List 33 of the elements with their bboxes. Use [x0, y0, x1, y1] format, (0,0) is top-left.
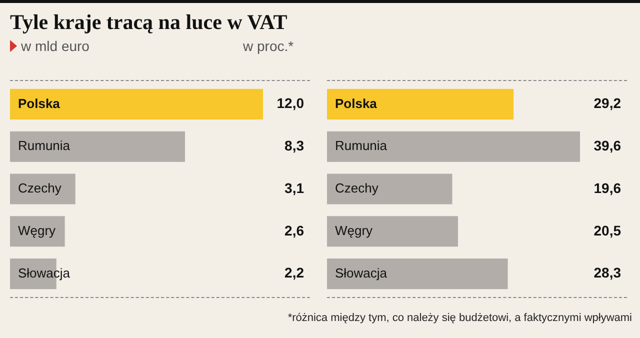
bar [327, 131, 580, 162]
data-label: 29,2 [594, 95, 622, 112]
bar [10, 216, 65, 247]
data-label: 39,6 [594, 137, 622, 154]
y-tick-label: Rumunia [18, 138, 71, 154]
chart-subtitle: w mld euro [21, 38, 90, 54]
text: *różnica między tym, co należy się budżetowi, a faktycznymi wpływami [288, 312, 632, 324]
y-tick-label: Polska [335, 96, 378, 111]
bar [327, 174, 452, 204]
data-label: 19,6 [594, 180, 622, 196]
data-label: 8,3 [284, 137, 304, 154]
y-tick-label: Czechy [18, 180, 62, 196]
data-label: 12,0 [276, 95, 304, 112]
y-tick-label: Czechy [335, 180, 379, 196]
data-label: 2,2 [284, 264, 304, 281]
bar [10, 88, 263, 120]
data-label: 3,1 [284, 180, 304, 196]
y-tick-label: Rumunia [335, 138, 388, 154]
chart-subtitle: w proc.* [243, 38, 294, 54]
y-tick-label: Słowacja [335, 265, 388, 280]
y-tick-label: Polska [18, 96, 61, 111]
bar [327, 258, 508, 290]
chart-title: Tyle kraje tracą na luce w VAT [10, 10, 288, 35]
bar [10, 174, 76, 204]
bar [10, 131, 185, 162]
data-label: 20,5 [594, 222, 622, 238]
y-tick-label: Węgry [335, 222, 374, 238]
y-tick-label: Słowacja [18, 265, 71, 280]
y-tick-label: Węgry [18, 222, 56, 238]
bar [327, 88, 514, 120]
bar [327, 216, 458, 247]
data-label: 28,3 [594, 264, 622, 281]
data-label: 2,6 [284, 222, 304, 238]
